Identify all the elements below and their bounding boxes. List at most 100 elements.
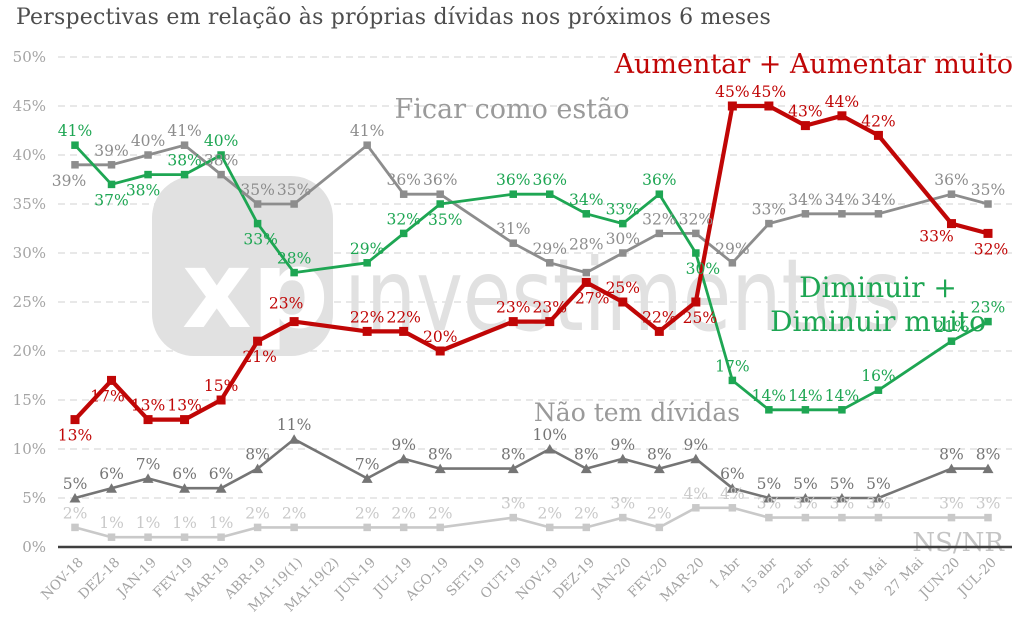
data-label: 27% [575,289,609,307]
data-label: 8% [939,446,964,464]
data-label: 40% [131,132,165,150]
series-nao-tem-dividas [69,434,994,503]
series-annotation: Ficar como estão [395,94,630,125]
data-label: 39% [94,142,128,160]
y-tick-label: 45% [13,97,46,115]
data-marker [436,200,444,208]
data-marker [399,523,408,532]
data-marker [398,453,410,464]
data-label: 1% [99,514,124,532]
data-marker [434,463,446,474]
data-label: 30% [606,230,640,248]
data-marker [582,523,591,532]
data-marker [619,219,627,228]
data-label: 3% [757,495,782,513]
data-label: 3% [866,495,891,513]
data-marker [727,101,737,111]
data-label: 44% [825,93,859,111]
data-label: 45% [715,83,749,101]
data-label: 34% [825,191,859,209]
data-label: 36% [934,171,968,189]
data-label: 9% [391,436,416,454]
data-label: 32% [679,210,713,228]
data-marker [655,190,664,198]
data-marker [217,533,225,541]
series-annotation: Diminuir + [799,271,957,304]
data-marker [253,200,262,208]
data-label: 1% [136,514,161,532]
data-label: 42% [861,112,895,130]
chart-title: Perspectivas em relação às próprias dívi… [16,5,771,30]
data-label: 38% [126,182,160,200]
data-marker [71,141,79,149]
data-marker [253,523,262,532]
data-marker [69,493,81,503]
data-marker [288,434,300,444]
data-marker [142,473,154,483]
data-marker [107,161,116,169]
data-label: 2% [282,504,307,522]
data-marker [838,406,846,414]
data-label: 3% [793,495,818,513]
data-marker [144,533,152,541]
data-label: 14% [825,387,859,405]
data-label: 2% [355,504,380,522]
data-marker [580,463,592,474]
data-marker [838,513,846,522]
data-marker [71,161,79,169]
data-marker [581,277,591,287]
data-marker [545,317,555,327]
y-tick-label: 25% [13,293,46,311]
data-label: 5% [866,475,891,493]
data-label: 23% [496,299,530,317]
data-label: 45% [752,83,786,101]
data-marker [509,239,517,247]
data-label: 32% [642,210,676,228]
data-label: 23% [533,299,567,317]
data-label: 21% [934,318,968,336]
data-label: 3% [939,495,964,513]
data-label: 36% [496,171,530,189]
data-label: 3% [830,495,855,513]
watermark-logo [152,176,333,356]
data-marker [252,463,264,474]
data-label: 1% [209,514,234,532]
data-label: 13% [58,427,92,445]
data-label: 3% [976,495,1001,513]
data-label: 34% [788,191,822,209]
data-marker [984,200,992,208]
data-label: 22% [350,308,384,326]
annotations: Ficar como estão Aumentar + Aumentar muit… [395,49,1013,558]
data-marker [873,130,883,140]
data-marker [692,229,700,238]
data-label: 41% [58,122,92,140]
y-tick-label: 15% [13,391,46,409]
data-label: 36% [642,171,676,189]
data-marker [546,190,554,198]
data-marker [984,513,992,522]
x-tick-label: 15 abr [738,554,781,597]
data-marker [654,326,664,336]
data-marker [290,523,298,532]
data-label: 4% [684,485,709,503]
data-label: 36% [533,171,567,189]
data-marker [143,415,153,425]
series-ns-nr [71,504,992,541]
data-marker [582,268,591,277]
data-marker [836,493,848,503]
data-label: 32% [386,210,420,228]
x-tick-label: JAN-19 [113,555,160,602]
data-label: 8% [428,446,453,464]
data-label: 29% [350,240,384,258]
data-label: 25% [606,279,640,297]
series-annotation: Aumentar + Aumentar muito [613,49,1013,80]
series-annotation: Diminuir muito [770,305,986,338]
data-marker [728,376,737,385]
y-tick-label: 40% [13,146,46,164]
data-label: 5% [830,475,855,493]
data-marker [509,190,517,198]
data-marker [765,406,773,414]
data-marker [692,504,700,512]
data-label: 1% [172,514,197,532]
y-tick-label: 35% [13,195,46,213]
